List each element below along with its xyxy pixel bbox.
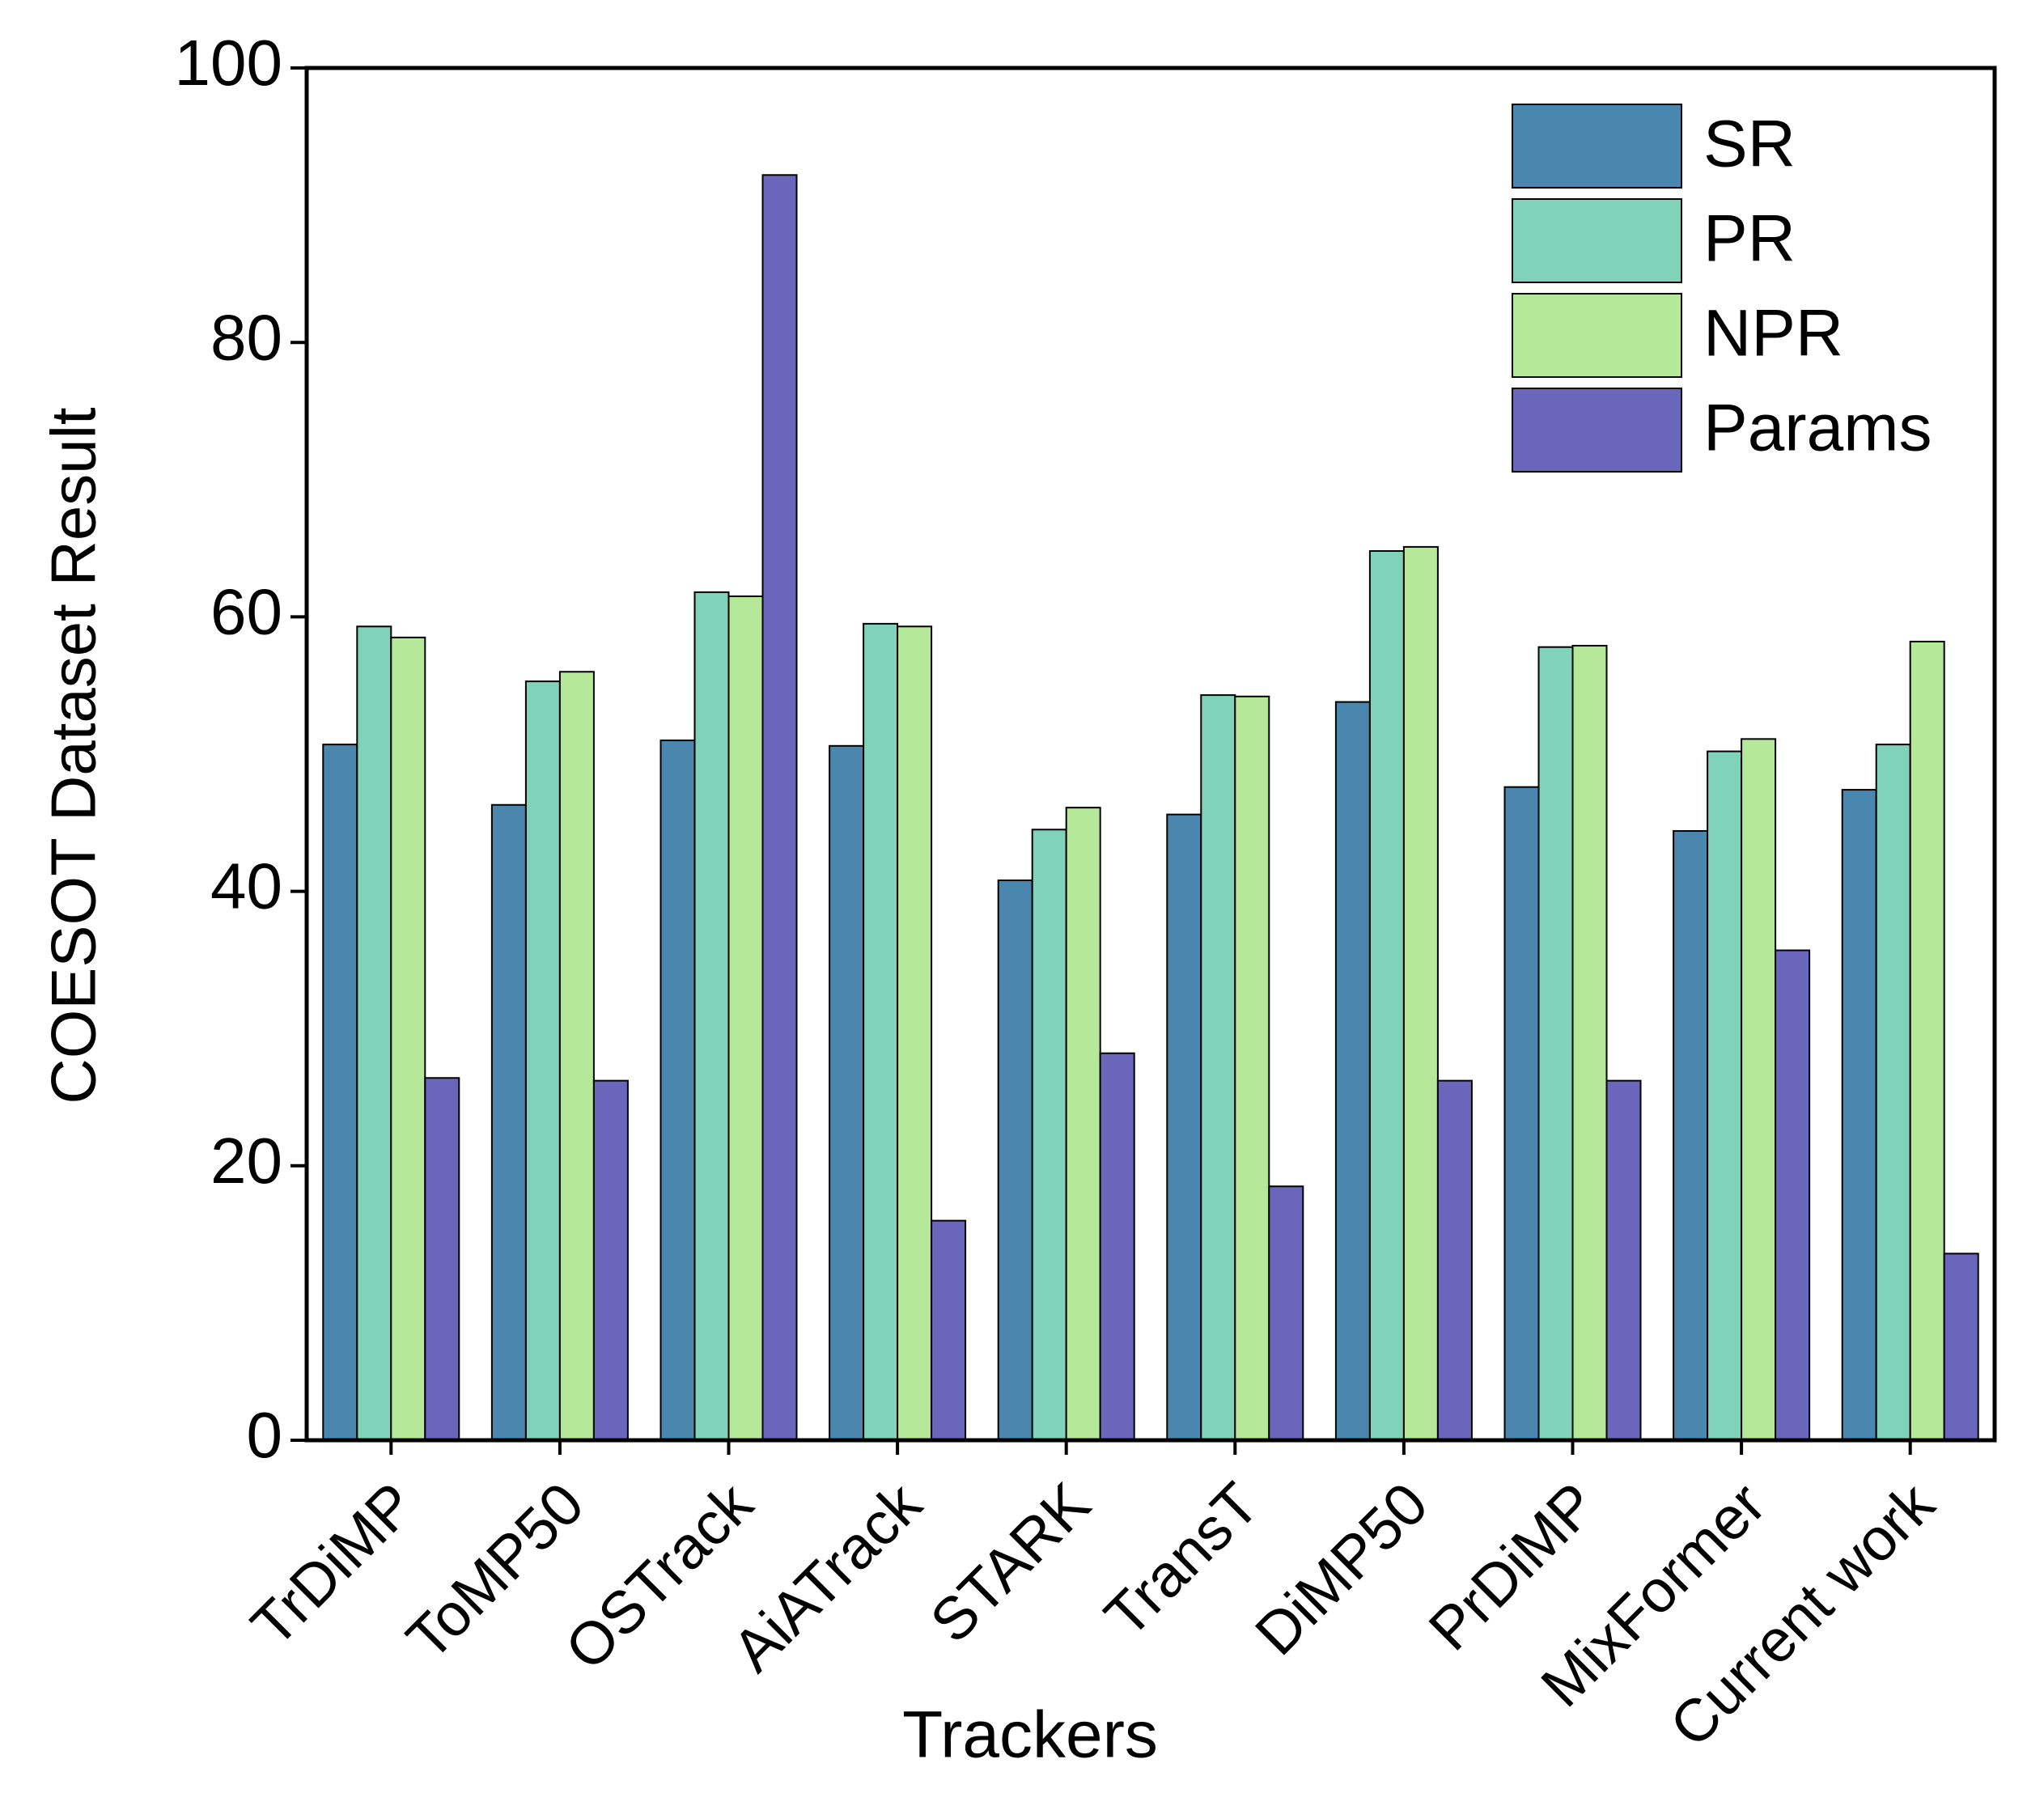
bar	[1065, 807, 1101, 1441]
y-axis-title: COESOT Dataset Result	[38, 407, 109, 1104]
bar	[761, 174, 798, 1442]
x-axis-title: Trackers	[902, 1698, 1158, 1772]
bar	[1943, 1253, 1979, 1441]
plot-frame	[304, 66, 1997, 1443]
bar	[1605, 1079, 1642, 1441]
bar	[1571, 645, 1608, 1441]
y-tick-label: 0	[247, 1399, 283, 1471]
bar	[693, 591, 730, 1442]
y-tick-label: 40	[210, 850, 282, 922]
x-tick-label: DiMP50	[1242, 1469, 1440, 1668]
bar	[1234, 695, 1270, 1441]
legend-label: Params	[1703, 392, 1932, 465]
bar	[997, 880, 1033, 1441]
bar	[1031, 829, 1067, 1441]
bar	[1099, 1052, 1135, 1442]
y-tick-label: 60	[210, 576, 282, 648]
bar	[1537, 646, 1574, 1441]
bar	[1673, 829, 1709, 1441]
bar	[1268, 1185, 1304, 1441]
bar	[1841, 789, 1877, 1441]
bar	[897, 625, 933, 1441]
bar	[592, 1079, 629, 1441]
bar	[931, 1219, 967, 1441]
bar	[727, 595, 764, 1442]
bar	[863, 622, 899, 1441]
bar	[1875, 744, 1911, 1441]
bar	[1707, 750, 1743, 1441]
bar	[1334, 701, 1371, 1441]
bar	[1503, 786, 1540, 1441]
legend-swatch	[1512, 104, 1682, 189]
bar	[659, 740, 696, 1441]
bar	[424, 1077, 460, 1441]
bar	[524, 680, 561, 1441]
y-tick-label: 20	[210, 1125, 282, 1197]
bar	[558, 671, 595, 1441]
bar	[1741, 738, 1777, 1441]
bar	[1200, 694, 1236, 1441]
legend-label: PR	[1703, 202, 1796, 276]
bar	[1166, 813, 1202, 1441]
y-tick-label: 80	[210, 301, 282, 373]
bar	[322, 744, 358, 1441]
bar	[1368, 549, 1405, 1442]
bar	[829, 744, 865, 1441]
legend-swatch	[1512, 198, 1682, 283]
bar	[356, 625, 392, 1441]
bar	[1402, 545, 1439, 1441]
x-tick-label: STARK	[918, 1469, 1103, 1655]
legend-label: SR	[1703, 108, 1796, 181]
bar	[390, 636, 426, 1441]
bar	[490, 803, 527, 1441]
legend-swatch	[1512, 388, 1682, 473]
bar	[1436, 1079, 1473, 1441]
bar	[1775, 949, 1811, 1441]
x-tick-label: AiATrack	[719, 1469, 935, 1685]
y-tick-label: 100	[175, 27, 282, 99]
bar	[1909, 640, 1945, 1441]
legend-label: NPR	[1703, 297, 1843, 371]
legend-swatch	[1512, 293, 1682, 378]
